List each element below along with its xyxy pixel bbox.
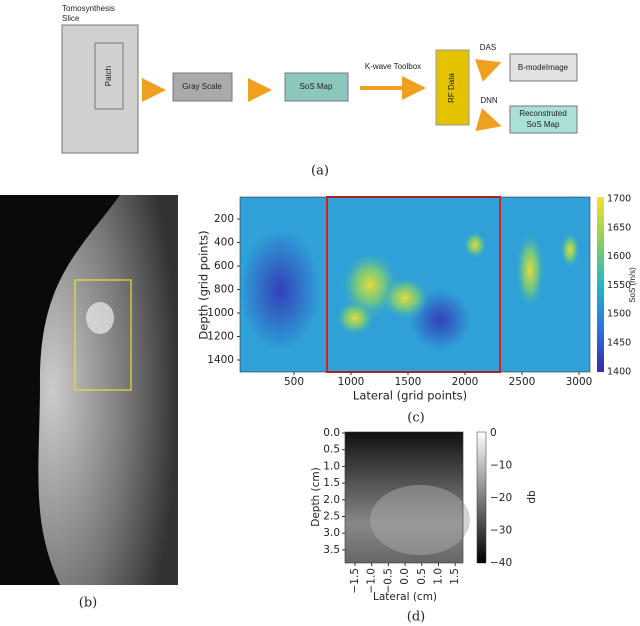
x-tick-label: −1.5 xyxy=(349,568,361,594)
x-tick-label: 2500 xyxy=(509,376,536,388)
box-label: Reconstruted xyxy=(519,109,567,118)
y-tick-label: 3.5 xyxy=(323,544,340,556)
y-tick-label: 0.5 xyxy=(323,444,340,456)
y-tick-label: 1.0 xyxy=(323,460,340,472)
caption: (d) xyxy=(407,610,425,625)
y-tick-label: 1400 xyxy=(207,354,234,366)
caption: (b) xyxy=(79,596,97,611)
colorbar-tick-label: 1500 xyxy=(607,309,631,320)
x-tick-label: 0.0 xyxy=(399,568,411,585)
colorbar-label: db xyxy=(526,490,538,504)
x-tick-label: 3000 xyxy=(566,376,593,388)
colorbar-tick-label: 1650 xyxy=(607,222,631,233)
bmode-image xyxy=(344,431,487,564)
caption: (c) xyxy=(407,411,424,426)
slice-label: Slice xyxy=(62,14,80,23)
colorbar-tick-label: −20 xyxy=(490,492,512,504)
arrow-label: DNN xyxy=(480,96,498,105)
x-tick-label: 0.5 xyxy=(416,568,428,585)
x-tick-label: −1.0 xyxy=(366,568,378,594)
y-axis-label: Depth (grid points) xyxy=(197,230,211,339)
y-tick-label: 600 xyxy=(214,260,234,272)
x-tick-label: −0.5 xyxy=(382,568,394,594)
colorbar-tick-label: 0 xyxy=(490,427,497,439)
box-label: SoS Map xyxy=(527,120,560,129)
box-label: B-modeImage xyxy=(518,63,569,72)
x-axis-label: Lateral (cm) xyxy=(373,591,437,603)
x-tick-label: 2000 xyxy=(452,376,479,388)
y-tick-label: 3.0 xyxy=(323,527,340,539)
patch-label: Patch xyxy=(104,66,113,86)
x-tick-label: 1.5 xyxy=(449,568,461,585)
arrow-label: K-wave Toolbox xyxy=(365,62,421,71)
box-label: Gray Scale xyxy=(182,82,222,91)
colorbar-tick-label: −40 xyxy=(490,557,512,569)
box-label: SoS Map xyxy=(300,82,333,91)
caption: (a) xyxy=(311,164,329,179)
colorbar-tick-label: 1450 xyxy=(607,338,631,349)
diagram-shapes xyxy=(61,24,578,154)
slice-label: Tomosynthesis xyxy=(62,4,115,13)
rf-label: RF Data xyxy=(447,73,456,103)
colorbar-label: SoS (m/s) xyxy=(628,267,637,303)
colorbar-tick-label: −10 xyxy=(490,460,512,472)
x-tick-label: 500 xyxy=(284,376,304,388)
colorbar-tick-label: −30 xyxy=(490,525,512,537)
x-tick-label: 1500 xyxy=(395,376,422,388)
y-tick-label: 2.5 xyxy=(323,511,340,523)
mammogram xyxy=(0,195,179,585)
sos-heatmap xyxy=(239,196,604,373)
y-axis-label: Depth (cm) xyxy=(310,467,322,527)
y-tick-label: 0.0 xyxy=(323,427,340,439)
y-tick-label: 2.0 xyxy=(323,494,340,506)
x-axis-label: Lateral (grid points) xyxy=(353,389,467,403)
y-tick-label: 1200 xyxy=(207,331,234,343)
colorbar-tick-label: 1400 xyxy=(607,366,631,377)
colorbar-tick-label: 1700 xyxy=(607,194,631,205)
colorbar-tick-label: 1550 xyxy=(607,280,631,291)
y-tick-label: 1.5 xyxy=(323,477,340,489)
arrow-label: DAS xyxy=(480,43,496,52)
colorbar-tick-label: 1600 xyxy=(607,251,631,262)
y-tick-label: 1000 xyxy=(207,307,234,319)
y-tick-label: 200 xyxy=(214,213,234,225)
y-tick-label: 400 xyxy=(214,237,234,249)
x-tick-label: 1000 xyxy=(338,376,365,388)
y-tick-label: 800 xyxy=(214,284,234,296)
x-tick-label: 1.0 xyxy=(433,568,445,585)
